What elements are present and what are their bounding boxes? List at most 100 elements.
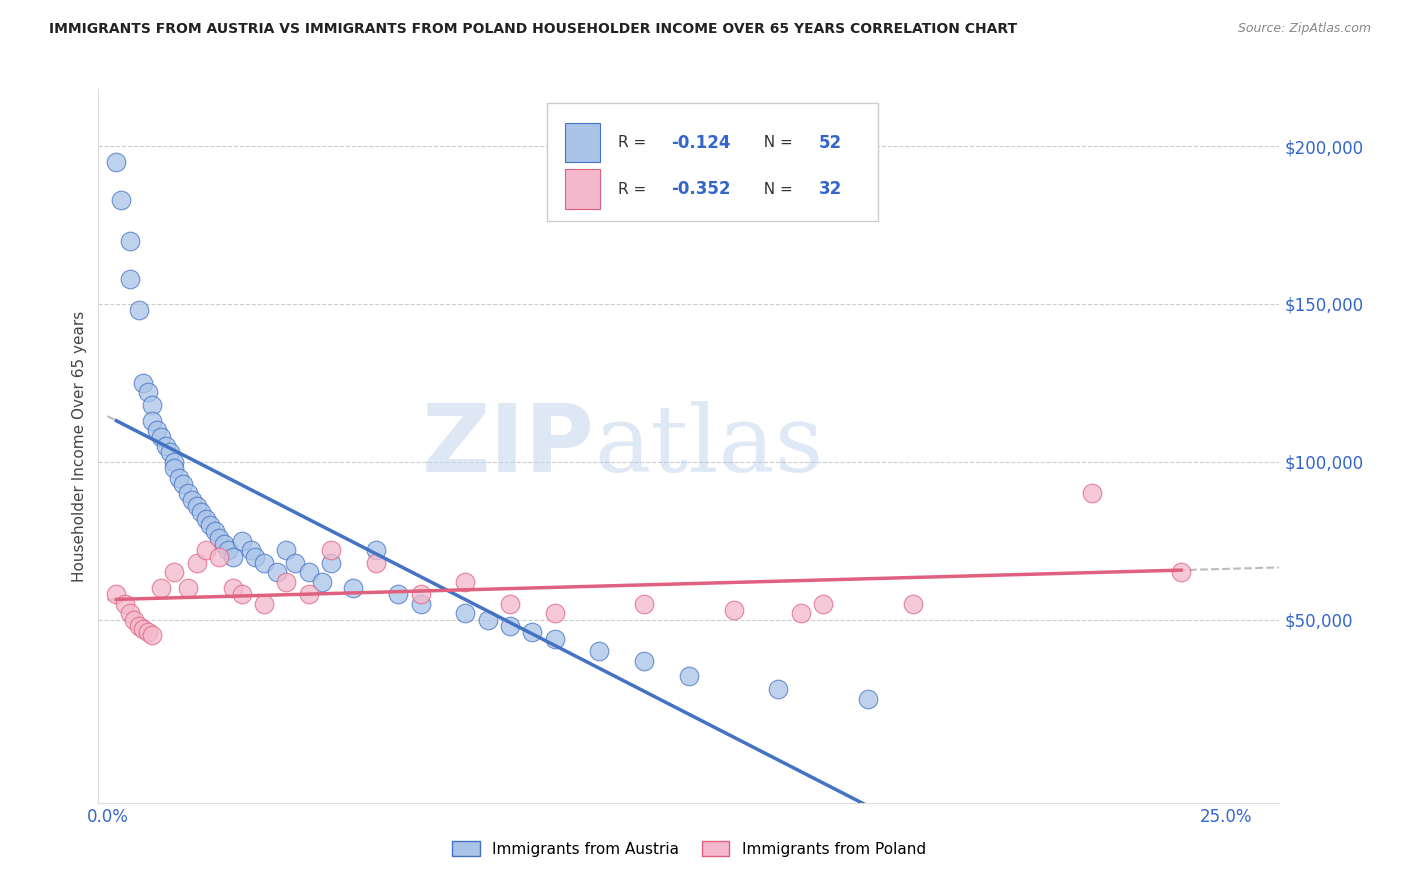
Point — [790, 607, 813, 621]
Point — [342, 581, 364, 595]
Point — [150, 429, 173, 443]
Point — [150, 581, 173, 595]
Point — [243, 549, 266, 564]
Text: R =: R = — [619, 136, 651, 150]
Point — [132, 376, 155, 390]
Point — [1170, 566, 1192, 580]
Point — [319, 543, 342, 558]
Point — [811, 597, 834, 611]
Point — [167, 470, 190, 484]
Point — [319, 556, 342, 570]
Legend: Immigrants from Austria, Immigrants from Poland: Immigrants from Austria, Immigrants from… — [446, 835, 932, 863]
Point — [1080, 486, 1102, 500]
Point — [118, 271, 141, 285]
Point — [141, 398, 163, 412]
Point — [499, 619, 522, 633]
Point — [200, 517, 222, 532]
Point — [145, 423, 167, 437]
Text: N =: N = — [754, 136, 797, 150]
Text: 52: 52 — [818, 134, 842, 152]
Y-axis label: Householder Income Over 65 years: Householder Income Over 65 years — [72, 310, 87, 582]
Text: -0.124: -0.124 — [671, 134, 731, 152]
Text: Source: ZipAtlas.com: Source: ZipAtlas.com — [1237, 22, 1371, 36]
Point — [194, 511, 217, 525]
Point — [544, 632, 567, 646]
Point — [122, 613, 145, 627]
Text: -0.352: -0.352 — [671, 180, 731, 198]
Point — [212, 537, 235, 551]
Point — [253, 556, 276, 570]
Point — [364, 543, 387, 558]
Point — [633, 597, 655, 611]
Point — [110, 193, 132, 207]
Point — [181, 492, 204, 507]
Point — [231, 533, 253, 548]
Point — [253, 597, 276, 611]
Point — [276, 574, 298, 589]
Point — [141, 414, 163, 428]
Point — [128, 303, 150, 318]
Point — [409, 597, 432, 611]
Point — [177, 486, 200, 500]
Point — [163, 566, 186, 580]
Text: atlas: atlas — [595, 401, 824, 491]
Point — [723, 603, 745, 617]
Point — [136, 625, 159, 640]
Point — [221, 549, 243, 564]
Text: ZIP: ZIP — [422, 400, 595, 492]
Point — [163, 455, 186, 469]
Text: 32: 32 — [818, 180, 842, 198]
Point — [172, 476, 194, 491]
Point — [186, 499, 208, 513]
Text: N =: N = — [754, 182, 797, 196]
Point — [159, 445, 181, 459]
Point — [901, 597, 924, 611]
Point — [454, 607, 477, 621]
Text: IMMIGRANTS FROM AUSTRIA VS IMMIGRANTS FROM POLAND HOUSEHOLDER INCOME OVER 65 YEA: IMMIGRANTS FROM AUSTRIA VS IMMIGRANTS FR… — [49, 22, 1018, 37]
Point — [194, 543, 217, 558]
FancyBboxPatch shape — [547, 103, 877, 221]
Point — [221, 581, 243, 595]
Point — [105, 587, 128, 601]
Text: R =: R = — [619, 182, 651, 196]
Point — [311, 574, 333, 589]
Point — [141, 628, 163, 642]
Point — [856, 691, 879, 706]
Point — [204, 524, 226, 539]
Point — [231, 587, 253, 601]
Point — [177, 581, 200, 595]
Point — [298, 566, 321, 580]
Point — [208, 531, 231, 545]
Bar — [565, 123, 600, 162]
Point — [266, 566, 288, 580]
Point — [217, 543, 239, 558]
Point — [190, 505, 212, 519]
Point — [132, 622, 155, 636]
Point — [678, 669, 700, 683]
Point — [163, 461, 186, 475]
Point — [114, 597, 136, 611]
Point — [155, 439, 177, 453]
Point — [499, 597, 522, 611]
Point — [105, 154, 128, 169]
Point — [768, 682, 790, 697]
Point — [364, 556, 387, 570]
Point — [284, 556, 307, 570]
Point — [239, 543, 262, 558]
Point — [454, 574, 477, 589]
Point — [477, 613, 499, 627]
Point — [298, 587, 321, 601]
Bar — [565, 169, 600, 209]
Point — [136, 385, 159, 400]
Point — [633, 654, 655, 668]
Point — [208, 549, 231, 564]
Point — [387, 587, 409, 601]
Point — [409, 587, 432, 601]
Point — [276, 543, 298, 558]
Point — [522, 625, 544, 640]
Point — [186, 556, 208, 570]
Point — [118, 607, 141, 621]
Point — [118, 234, 141, 248]
Point — [128, 619, 150, 633]
Point — [544, 607, 567, 621]
